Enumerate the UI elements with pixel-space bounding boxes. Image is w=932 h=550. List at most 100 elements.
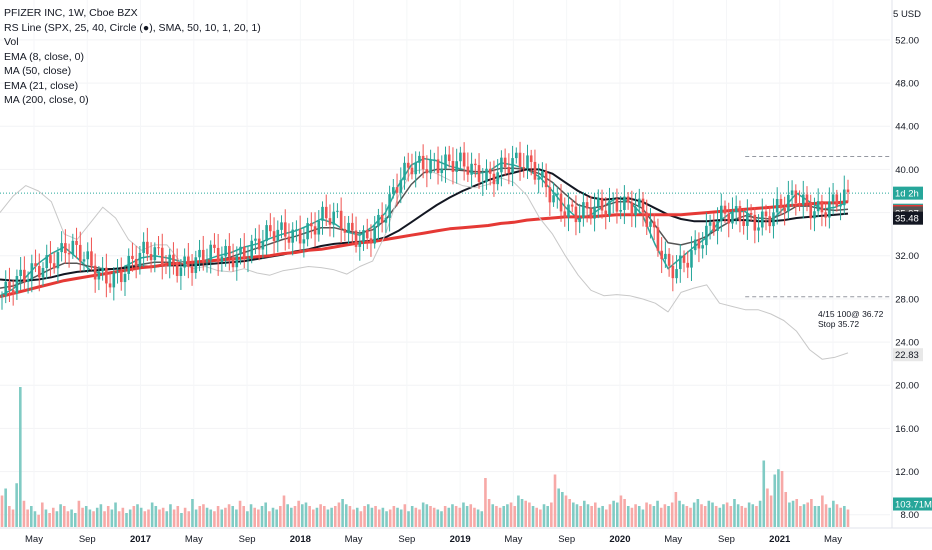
- candle-body: [608, 200, 611, 216]
- price-tag-current: 1d 2h: [893, 186, 923, 200]
- volume-bar: [700, 504, 703, 527]
- candle-body: [220, 256, 224, 263]
- price-axis[interactable]: 52.0048.0044.0040.0036.0032.0028.0024.00…: [893, 9, 921, 521]
- volume-bar: [202, 504, 205, 527]
- volume-bar: [689, 507, 692, 527]
- volume-bar: [370, 507, 374, 527]
- candle-body: [306, 223, 309, 240]
- volume-bar: [553, 474, 557, 527]
- candle-body: [194, 257, 198, 273]
- candle-body: [641, 198, 645, 213]
- volume-bar: [729, 506, 733, 527]
- volume-bar: [451, 504, 454, 527]
- volume-bar: [487, 499, 491, 527]
- volume-bar: [626, 506, 630, 527]
- candle-body: [824, 212, 827, 218]
- volume-bar: [322, 506, 326, 527]
- candle-body: [0, 295, 4, 297]
- volume-bar: [84, 506, 88, 527]
- y-tick-label: 44.00: [895, 122, 919, 133]
- candle-body: [764, 211, 768, 217]
- volume-bar: [681, 504, 685, 527]
- candle-body: [556, 193, 559, 196]
- volume-bar: [528, 502, 531, 527]
- legend-title[interactable]: PFIZER INC, 1W, Cboe BZX: [4, 7, 138, 19]
- legend-ma200[interactable]: MA (200, close, 0): [4, 94, 89, 106]
- volume-bar: [506, 504, 509, 527]
- legend-ema21[interactable]: EMA (21, close): [4, 79, 79, 92]
- candle-body: [172, 254, 175, 263]
- candle-body: [377, 214, 380, 227]
- legend-ma50[interactable]: MA (50, close): [4, 65, 72, 77]
- volume-bar: [524, 500, 528, 527]
- volume-bar: [608, 504, 612, 527]
- candle-body: [574, 206, 578, 223]
- candle-body: [339, 210, 343, 229]
- candle-body: [809, 202, 813, 219]
- volume-bar: [176, 506, 180, 527]
- legend-ema8[interactable]: EMA (8, close, 0): [4, 50, 84, 63]
- volume-bar: [363, 506, 366, 527]
- volume-bar: [425, 504, 429, 527]
- candle-body: [805, 194, 809, 203]
- candle-body: [742, 221, 745, 226]
- volume-bar: [15, 483, 18, 527]
- volume-bar: [73, 513, 77, 527]
- volume-bar: [51, 507, 55, 527]
- volume-bar: [667, 506, 670, 527]
- candle-body: [134, 258, 138, 267]
- candle-body: [578, 217, 581, 223]
- volume-bar: [180, 513, 183, 527]
- volume-bar: [4, 488, 7, 527]
- volume-bar: [821, 495, 824, 527]
- x-tick-label: 2017: [130, 534, 151, 545]
- price-tag-bg: [893, 186, 923, 200]
- price-tag-bg: [893, 348, 923, 362]
- candle-body: [682, 255, 686, 263]
- volume-bar: [597, 507, 601, 527]
- volume-bar: [601, 506, 604, 527]
- time-axis[interactable]: May Sep 2017 May Sep 2018 May Sep 2019 May Sep 2020…: [25, 534, 842, 545]
- candle-body: [559, 193, 563, 212]
- volume-bar: [319, 504, 322, 527]
- volume-bar: [612, 500, 615, 527]
- volume-bar: [290, 507, 293, 527]
- legend-rs-line[interactable]: RS Line (SPX, 25, 40, Circle (●), SMA, 5…: [4, 21, 261, 34]
- volume-bar: [751, 504, 755, 527]
- y-tick-label: 52.00: [895, 35, 919, 46]
- candle-body: [362, 230, 365, 242]
- volume-bar: [586, 504, 590, 527]
- candle-body: [623, 196, 626, 211]
- volume-bar: [780, 471, 784, 527]
- volume-bar: [711, 502, 714, 527]
- candle-body: [675, 269, 678, 279]
- candle-body: [60, 243, 63, 253]
- horizontal-levels: [0, 155, 890, 298]
- volume-bar: [165, 511, 169, 527]
- candle-body: [842, 189, 846, 206]
- legend-volume[interactable]: Vol: [4, 36, 19, 48]
- candle-body: [97, 271, 101, 280]
- candle-body: [242, 246, 246, 259]
- candle-body: [548, 187, 552, 203]
- candle-body: [216, 247, 220, 263]
- volume-bar: [615, 502, 619, 527]
- volume-bar: [92, 511, 95, 527]
- x-tick-label: Sep: [79, 534, 96, 545]
- volume-bar: [725, 502, 729, 527]
- volume-bar: [253, 507, 257, 527]
- volume-bar: [275, 509, 278, 527]
- candle-body: [433, 159, 436, 161]
- candle-body: [481, 181, 485, 183]
- volume-bar: [652, 506, 656, 527]
- candle-body: [485, 168, 488, 182]
- candle-body: [794, 190, 798, 204]
- volume-bar: [799, 506, 802, 527]
- candle-body: [813, 211, 816, 219]
- candle-body: [287, 236, 291, 243]
- candle-body: [846, 189, 850, 193]
- candle-body: [470, 163, 473, 175]
- volume-bar: [172, 509, 176, 527]
- volume-bar: [246, 511, 249, 527]
